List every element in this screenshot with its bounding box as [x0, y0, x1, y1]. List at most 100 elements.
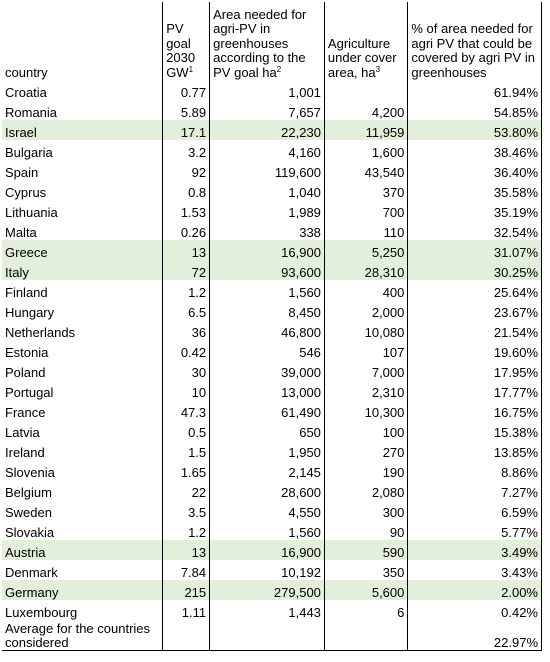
- cell-area-needed: 22,230: [209, 120, 325, 140]
- cell-area-needed: 279,500: [209, 580, 325, 600]
- average-row: Average for the countries considered 22.9…: [2, 620, 542, 651]
- cell-country: Estonia: [5, 345, 49, 360]
- cell-area-needed: 1,950: [209, 440, 325, 460]
- cell-area-needed: 2,145: [209, 460, 325, 480]
- cell-area-needed: 4,160: [209, 140, 325, 160]
- cell-area-needed: 1,001: [209, 80, 325, 100]
- header-row: country PV goal 2030 GW1 Area needed for…: [2, 2, 542, 80]
- cell-agri-cover: 10,080: [323, 320, 408, 340]
- cell-pv-goal: 0.8: [162, 180, 210, 200]
- cell-area-needed: 8,450: [209, 300, 325, 320]
- table-header: country PV goal 2030 GW1 Area needed for…: [2, 2, 542, 80]
- cell-percent: 17.95%: [407, 360, 542, 380]
- table-row: Slovenia 1.65 2,145 190 8.86%: [2, 460, 542, 480]
- cell-pv-goal: 3.5: [162, 500, 210, 520]
- cell-pv-goal: 72: [162, 260, 210, 280]
- cell-area-needed: 13,000: [209, 380, 325, 400]
- cell-percent: 15.38%: [407, 420, 542, 440]
- cell-agri-cover: 5,250: [323, 240, 408, 260]
- cell-country: Spain: [5, 165, 39, 180]
- cell-country: Slovenia: [5, 465, 55, 480]
- table-row: Croatia 0.77 1,001 61.94%: [2, 80, 542, 100]
- table-row: France 47.3 61,490 10,300 16.75%: [2, 400, 542, 420]
- cell-pv-goal: 0.42: [162, 340, 210, 360]
- cell-country: Ireland: [5, 445, 45, 460]
- cell-area-needed: 61,490: [209, 400, 325, 420]
- table-row: Slovakia 1.2 1,560 90 5.77%: [2, 520, 542, 540]
- cell-country: Belgium: [5, 485, 52, 500]
- average-label: Average for the countries considered: [5, 621, 151, 650]
- cell-pv-goal: 36: [162, 320, 210, 340]
- table-row: Hungary 6.5 8,450 2,000 23.67%: [2, 300, 542, 320]
- cell-country: Israel: [2, 120, 163, 140]
- cell-pv-goal: 3.2: [162, 140, 210, 160]
- cell-pv-goal: 1.11: [162, 600, 210, 620]
- cell-percent: 13.85%: [407, 440, 542, 460]
- cell-agri-cover: 7,000: [323, 360, 408, 380]
- cell-country: Italy: [2, 260, 163, 280]
- cell-pv-goal: 0.26: [162, 220, 210, 240]
- cell-pv-goal: 5.89: [162, 100, 210, 120]
- table-row: Denmark 7.84 10,192 350 3.43%: [2, 560, 542, 580]
- cell-agri-cover: 590: [323, 540, 408, 560]
- header-country: country: [5, 64, 48, 80]
- cell-country: Hungary: [5, 305, 55, 320]
- empty-cell: [323, 620, 408, 651]
- cell-percent: 54.85%: [407, 100, 542, 120]
- cell-percent: 7.27%: [407, 480, 542, 500]
- table-row: Estonia 0.42 546 107 19.60%: [2, 340, 542, 360]
- cell-country: Luxembourg: [5, 605, 78, 620]
- cell-pv-goal: 1.5: [162, 440, 210, 460]
- footnote-1: 1: [188, 64, 194, 74]
- cell-percent: 5.77%: [407, 520, 542, 540]
- cell-country: Portugal: [5, 385, 54, 400]
- cell-agri-cover: 43,540: [323, 160, 408, 180]
- cell-percent: 31.07%: [407, 240, 542, 260]
- table-row: Sweden 3.5 4,550 300 6.59%: [2, 500, 542, 520]
- cell-pv-goal: 6.5: [162, 300, 210, 320]
- empty-cell: [209, 620, 325, 651]
- cell-percent: 35.19%: [407, 200, 542, 220]
- cell-pv-goal: 1.65: [162, 460, 210, 480]
- cell-agri-cover: [323, 80, 408, 100]
- cell-percent: 16.75%: [407, 400, 542, 420]
- cell-agri-cover: 10,300: [323, 400, 408, 420]
- table-row: Netherlands 36 46,800 10,080 21.54%: [2, 320, 542, 340]
- cell-area-needed: 28,600: [209, 480, 325, 500]
- cell-pv-goal: 47.3: [162, 400, 210, 420]
- cell-percent: 3.49%: [407, 540, 542, 560]
- cell-agri-cover: 107: [323, 340, 408, 360]
- table-row: Portugal 10 13,000 2,310 17.77%: [2, 380, 542, 400]
- cell-area-needed: 16,900: [209, 540, 325, 560]
- cell-area-needed: 39,000: [209, 360, 325, 380]
- table-row: Finland 1.2 1,560 400 25.64%: [2, 280, 542, 300]
- header-pv-goal: PV goal 2030 GW1: [162, 2, 210, 80]
- cell-agri-cover: 1,600: [323, 140, 408, 160]
- table-row: Austria 13 16,900 590 3.49%: [2, 540, 542, 560]
- cell-agri-cover: 400: [323, 280, 408, 300]
- cell-agri-cover: 100: [323, 420, 408, 440]
- cell-country: Sweden: [5, 505, 52, 520]
- cell-country: Lithuania: [5, 205, 58, 220]
- header-area-needed: Area needed for agri-PV in greenhouses a…: [209, 2, 325, 80]
- cell-percent: 30.25%: [407, 260, 542, 280]
- cell-area-needed: 7,657: [209, 100, 325, 120]
- table-row: Ireland 1.5 1,950 270 13.85%: [2, 440, 542, 460]
- table-row: Romania 5.89 7,657 4,200 54.85%: [2, 100, 542, 120]
- table-row: Bulgaria 3.2 4,160 1,600 38.46%: [2, 140, 542, 160]
- cell-country: Finland: [5, 285, 48, 300]
- cell-area-needed: 4,550: [209, 500, 325, 520]
- cell-percent: 36.40%: [407, 160, 542, 180]
- cell-country: Malta: [5, 225, 37, 240]
- table-row: Latvia 0.5 650 100 15.38%: [2, 420, 542, 440]
- table-body: Croatia 0.77 1,001 61.94% Romania 5.89 7,657 4,…: [2, 80, 542, 651]
- cell-country: Slovakia: [5, 525, 55, 540]
- cell-pv-goal: 30: [162, 360, 210, 380]
- cell-area-needed: 546: [209, 340, 325, 360]
- table-row: Belgium 22 28,600 2,080 7.27%: [2, 480, 542, 500]
- cell-percent: 53.80%: [407, 120, 542, 140]
- cell-agri-cover: 110: [323, 220, 408, 240]
- cell-percent: 38.46%: [407, 140, 542, 160]
- footnote-2: 2: [276, 64, 282, 74]
